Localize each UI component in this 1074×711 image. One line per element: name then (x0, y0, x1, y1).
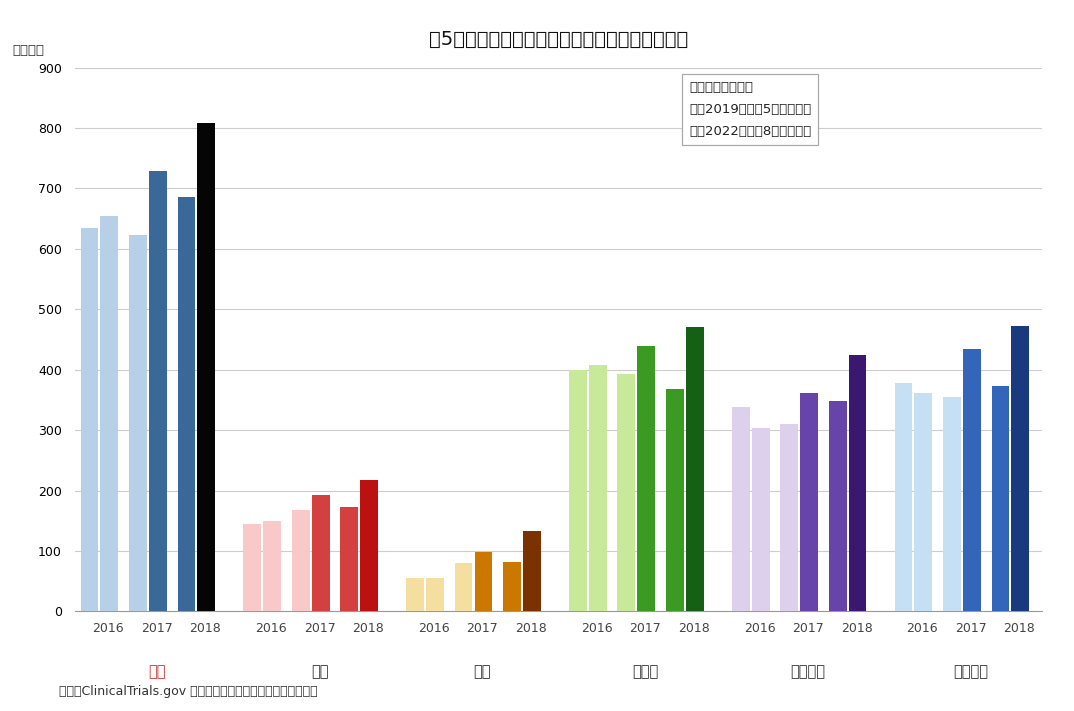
Title: 図5　集計日の違いによる国際共同治験数の変化: 図5 集計日の違いによる国際共同治験数の変化 (429, 31, 688, 49)
Bar (914, 392, 932, 611)
Bar (523, 531, 541, 611)
Bar (589, 365, 607, 611)
Bar (686, 327, 703, 611)
Bar (618, 374, 636, 611)
Bar (81, 228, 99, 611)
Bar (1012, 326, 1029, 611)
Bar (848, 355, 867, 611)
Text: 出所：ClinicalTrials.gov をもとに医薬産業政策研究所にて作成: 出所：ClinicalTrials.gov をもとに医薬産業政策研究所にて作成 (59, 685, 318, 698)
Bar (829, 401, 846, 611)
Bar (406, 578, 424, 611)
Bar (637, 346, 655, 611)
Bar (149, 171, 166, 611)
Bar (943, 397, 961, 611)
Bar (177, 198, 195, 611)
Bar (311, 495, 330, 611)
Bar (454, 563, 473, 611)
Bar (503, 562, 521, 611)
Text: フランス: フランス (790, 664, 826, 679)
Bar (569, 370, 586, 611)
Bar (101, 215, 118, 611)
Bar (360, 480, 378, 611)
Text: 日本: 日本 (310, 664, 329, 679)
Text: （件数）: （件数） (13, 43, 44, 57)
Bar (292, 510, 309, 611)
Text: 中国: 中国 (474, 664, 491, 679)
Bar (426, 578, 444, 611)
Bar (198, 123, 215, 611)
Bar (475, 552, 492, 611)
Bar (895, 383, 913, 611)
Bar (666, 389, 684, 611)
Bar (340, 507, 358, 611)
Bar (800, 392, 818, 611)
Bar (752, 428, 769, 611)
Bar (244, 524, 261, 611)
Bar (731, 407, 750, 611)
Bar (991, 386, 1010, 611)
Bar (963, 348, 981, 611)
Bar (780, 424, 798, 611)
Bar (129, 235, 147, 611)
Text: イギリス: イギリス (954, 664, 988, 679)
Text: 米国: 米国 (148, 664, 165, 679)
Text: 各年ごとの集計日
左：2019年９月5日（前報）
右：2022年４月8日（本稿）: 各年ごとの集計日 左：2019年９月5日（前報） 右：2022年４月8日（本稿） (690, 81, 811, 138)
Bar (263, 520, 281, 611)
Text: ドイツ: ドイツ (633, 664, 658, 679)
